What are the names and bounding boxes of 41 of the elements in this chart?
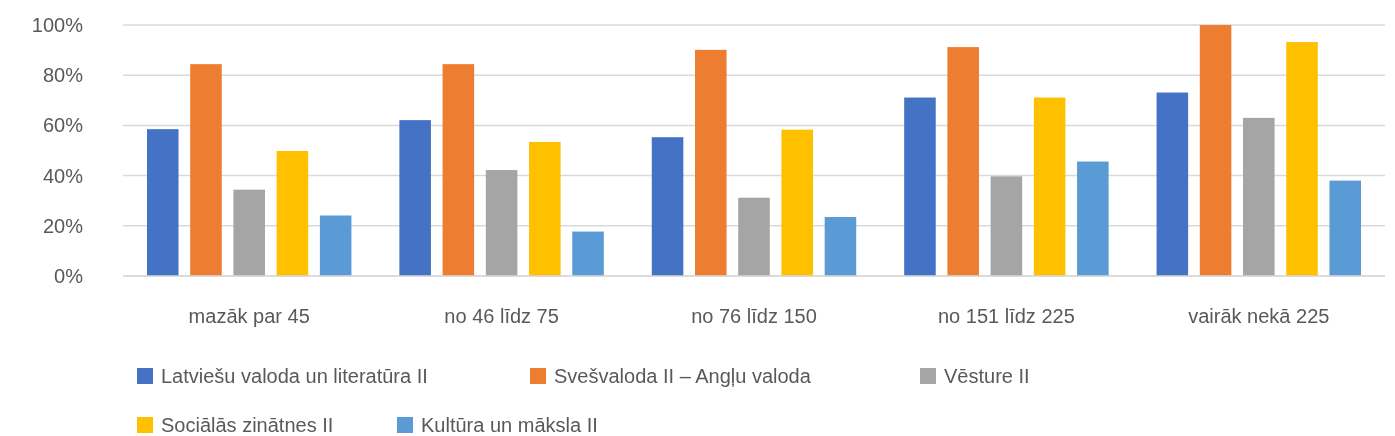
- bar: [1199, 25, 1232, 276]
- legend-label: Sociālās zinātnes II: [161, 414, 334, 436]
- y-tick-label: 60%: [42, 114, 84, 137]
- bar: [529, 141, 561, 276]
- bar: [904, 97, 936, 276]
- bar: [1243, 117, 1275, 276]
- x-tick-label: no 76 līdz 150: [691, 305, 817, 327]
- bar: [276, 151, 309, 276]
- bar: [651, 137, 684, 276]
- bar: [695, 49, 727, 276]
- bar: [190, 64, 222, 276]
- bar: [485, 170, 518, 276]
- bar: [947, 47, 979, 276]
- bar: [781, 129, 813, 276]
- legend-label: Kultūra un māksla II: [421, 414, 598, 436]
- y-tick-label: 0%: [54, 265, 84, 287]
- x-tick-label: mazāk par 45: [188, 305, 310, 327]
- y-tick-label: 40%: [42, 164, 84, 187]
- y-tick-label: 100%: [31, 14, 84, 36]
- y-tick-label: 20%: [42, 214, 84, 237]
- legend-label: Vēsture II: [944, 365, 1030, 387]
- bar: [738, 197, 770, 276]
- bar: [1033, 97, 1066, 276]
- legend-label: Latviešu valoda un literatūra II: [161, 365, 428, 387]
- x-tick-label: no 46 līdz 75: [444, 305, 559, 327]
- bar: [1077, 161, 1109, 276]
- bar: [1329, 180, 1362, 276]
- bar: [1156, 92, 1189, 276]
- x-tick-label: no 151 līdz 225: [938, 305, 1075, 327]
- bar: [824, 217, 857, 276]
- bar: [233, 189, 265, 276]
- bar: [399, 120, 431, 276]
- bar: [319, 215, 352, 276]
- y-tick-label: 80%: [42, 64, 84, 87]
- bar: [572, 231, 604, 276]
- bar: [442, 64, 475, 276]
- bar: [1286, 42, 1318, 276]
- legend-label: Svešvaloda II – Angļu valoda: [554, 365, 812, 387]
- bar: [146, 129, 179, 276]
- x-tick-label: vairāk nekā 225: [1188, 305, 1330, 327]
- bar: [990, 176, 1023, 276]
